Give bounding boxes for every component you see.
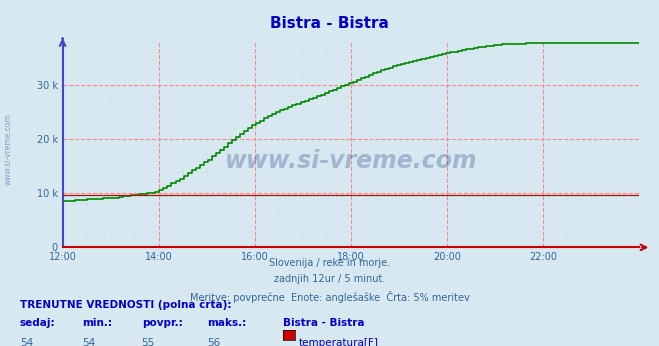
Text: 55: 55 — [142, 338, 155, 346]
Text: 54: 54 — [82, 338, 96, 346]
Text: temperatura[F]: temperatura[F] — [299, 338, 379, 346]
Text: povpr.:: povpr.: — [142, 318, 183, 328]
Text: Bistra - Bistra: Bistra - Bistra — [270, 16, 389, 30]
Text: sedaj:: sedaj: — [20, 318, 55, 328]
Text: maks.:: maks.: — [208, 318, 247, 328]
Text: www.si-vreme.com: www.si-vreme.com — [3, 113, 13, 185]
Text: www.si-vreme.com: www.si-vreme.com — [225, 149, 477, 173]
Text: TRENUTNE VREDNOSTI (polna črta):: TRENUTNE VREDNOSTI (polna črta): — [20, 299, 231, 310]
Text: 54: 54 — [20, 338, 33, 346]
Text: zadnjih 12ur / 5 minut.: zadnjih 12ur / 5 minut. — [273, 274, 386, 284]
Text: Slovenija / reke in morje.: Slovenija / reke in morje. — [269, 258, 390, 268]
Text: 56: 56 — [208, 338, 221, 346]
Text: Bistra - Bistra: Bistra - Bistra — [283, 318, 365, 328]
Text: Meritve: povprečne  Enote: anglešaške  Črta: 5% meritev: Meritve: povprečne Enote: anglešaške Črt… — [190, 291, 469, 303]
Text: min.:: min.: — [82, 318, 113, 328]
